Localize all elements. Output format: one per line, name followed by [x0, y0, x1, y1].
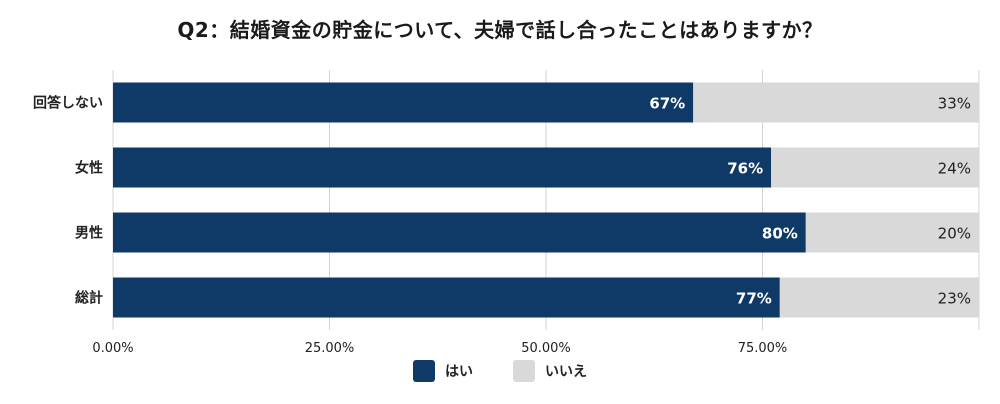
- category-label: 総計: [75, 290, 103, 307]
- bar-no: [805, 212, 979, 253]
- legend-item-no[interactable]: いいえ: [513, 360, 587, 382]
- data-label-yes: 76%: [727, 160, 763, 178]
- bar-no: [779, 277, 979, 318]
- category-label: 女性: [75, 160, 103, 177]
- legend-swatch-yes: [413, 360, 435, 382]
- chart-legend: はい いいえ: [0, 360, 1000, 382]
- data-label-yes: 80%: [762, 225, 798, 243]
- data-label-no: 24%: [938, 160, 971, 178]
- category-label: 男性: [75, 225, 103, 242]
- legend-label-yes: はい: [445, 364, 473, 380]
- data-label-no: 20%: [938, 225, 971, 243]
- bar-no: [771, 147, 979, 188]
- legend-label-no: いいえ: [545, 364, 587, 380]
- data-label-no: 33%: [938, 95, 971, 113]
- bar-no: [693, 82, 979, 123]
- chart-title: Q2：結婚資金の貯金について、夫婦で話し合ったことはありますか？: [177, 18, 823, 42]
- x-tick-label: 0.00%: [92, 341, 133, 356]
- data-label-no: 23%: [938, 290, 971, 308]
- category-label: 回答しない: [33, 95, 103, 112]
- x-tick-label: 50.00%: [521, 341, 571, 356]
- data-label-yes: 77%: [736, 290, 772, 308]
- x-tick-label: 25.00%: [305, 341, 355, 356]
- data-label-yes: 67%: [649, 95, 685, 113]
- bar-yes: [113, 82, 694, 123]
- bar-yes: [113, 147, 772, 188]
- x-tick-label: 75.00%: [738, 341, 788, 356]
- legend-item-yes[interactable]: はい: [413, 360, 473, 382]
- legend-swatch-no: [513, 360, 535, 382]
- bar-yes: [113, 277, 780, 318]
- bar-yes: [113, 212, 806, 253]
